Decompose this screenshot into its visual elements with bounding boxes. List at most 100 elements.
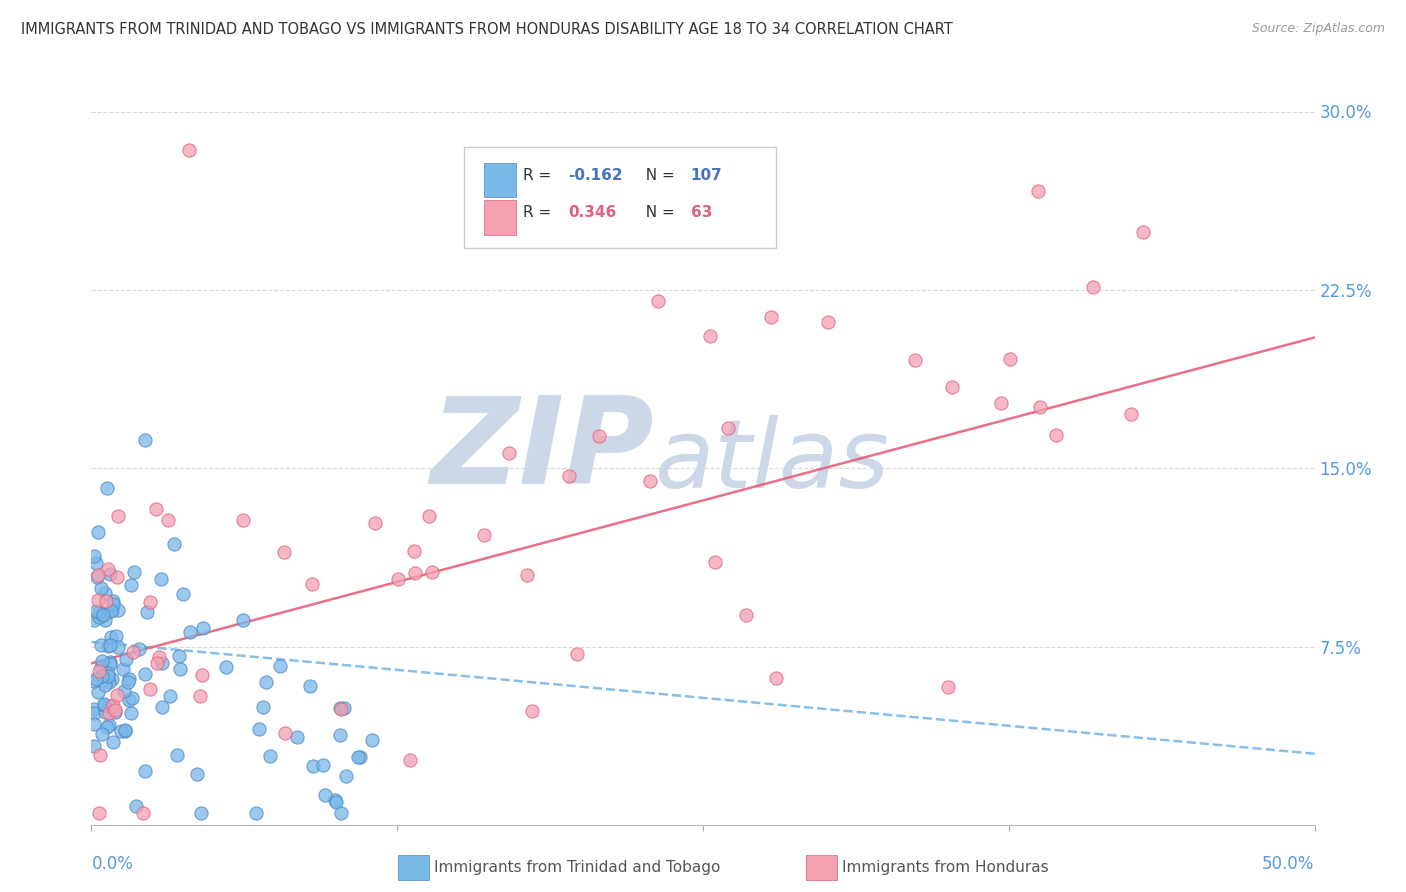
Point	[193, 621, 215, 635]
Point	[387, 573, 409, 587]
Point	[190, 806, 212, 821]
Point	[273, 545, 295, 559]
Point	[134, 666, 156, 681]
Point	[132, 806, 155, 821]
Point	[110, 724, 132, 739]
Point	[101, 594, 124, 608]
Point	[83, 549, 105, 563]
Point	[87, 524, 110, 539]
Point	[98, 675, 121, 690]
Point	[94, 678, 117, 692]
Text: N =: N =	[636, 205, 679, 220]
Point	[565, 647, 588, 661]
Point	[124, 565, 146, 579]
Point	[128, 641, 150, 656]
Point	[91, 669, 114, 683]
Point	[135, 605, 157, 619]
Point	[817, 315, 839, 329]
Point	[169, 662, 191, 676]
Point	[94, 594, 117, 608]
Point	[91, 607, 114, 622]
Point	[215, 660, 238, 674]
Point	[325, 795, 347, 809]
Point	[404, 566, 426, 580]
Point	[149, 572, 172, 586]
Text: ZIP: ZIP	[430, 392, 654, 509]
Point	[101, 603, 124, 617]
Point	[104, 703, 127, 717]
Point	[89, 748, 111, 763]
Point	[301, 577, 323, 591]
Point	[83, 702, 105, 716]
Point	[252, 700, 274, 714]
Point	[146, 657, 169, 671]
Point	[148, 649, 170, 664]
Point	[83, 614, 105, 628]
Text: N =: N =	[636, 168, 679, 183]
Point	[765, 671, 787, 685]
Point	[117, 675, 139, 690]
Point	[90, 638, 112, 652]
Point	[332, 701, 354, 715]
Point	[105, 689, 128, 703]
Point	[96, 481, 118, 495]
Point	[115, 651, 138, 665]
Point	[232, 513, 254, 527]
Point	[269, 658, 291, 673]
Point	[84, 557, 107, 571]
Point	[699, 329, 721, 343]
Point	[91, 654, 114, 668]
Point	[114, 723, 136, 738]
Point	[93, 698, 115, 712]
Text: 50.0%: 50.0%	[1263, 855, 1315, 873]
Point	[105, 570, 128, 584]
Point	[520, 704, 543, 718]
Point	[96, 720, 118, 734]
Point	[121, 691, 143, 706]
Point	[398, 753, 420, 767]
Point	[188, 690, 211, 704]
Text: Source: ZipAtlas.com: Source: ZipAtlas.com	[1251, 22, 1385, 36]
Point	[472, 528, 495, 542]
Point	[98, 699, 121, 714]
Point	[134, 764, 156, 778]
Point	[191, 667, 214, 681]
Point	[101, 698, 124, 713]
Point	[89, 664, 111, 678]
Point	[107, 640, 129, 654]
Point	[335, 769, 357, 783]
Point	[100, 673, 122, 687]
Point	[247, 723, 270, 737]
Point	[150, 700, 173, 714]
Point	[83, 673, 105, 688]
Point	[107, 508, 129, 523]
Text: 107: 107	[690, 168, 723, 183]
Point	[90, 660, 112, 674]
Point	[420, 565, 443, 579]
Point	[112, 684, 135, 698]
Point	[1045, 428, 1067, 442]
Point	[156, 513, 179, 527]
Point	[704, 555, 727, 569]
Point	[84, 672, 107, 686]
Point	[1026, 184, 1049, 198]
Point	[330, 806, 353, 821]
Point	[498, 446, 520, 460]
Point	[640, 475, 662, 489]
Point	[418, 508, 440, 523]
Point	[83, 739, 105, 753]
Point	[101, 735, 124, 749]
Point	[105, 629, 128, 643]
Point	[139, 681, 162, 696]
Point	[134, 433, 156, 447]
Point	[1083, 280, 1105, 294]
Point	[118, 672, 141, 686]
Point	[325, 793, 347, 807]
Point	[1121, 407, 1143, 421]
Point	[104, 705, 127, 719]
Point	[998, 351, 1021, 366]
Point	[169, 649, 191, 664]
Point	[100, 657, 122, 671]
Point	[121, 644, 143, 658]
Point	[166, 747, 188, 762]
